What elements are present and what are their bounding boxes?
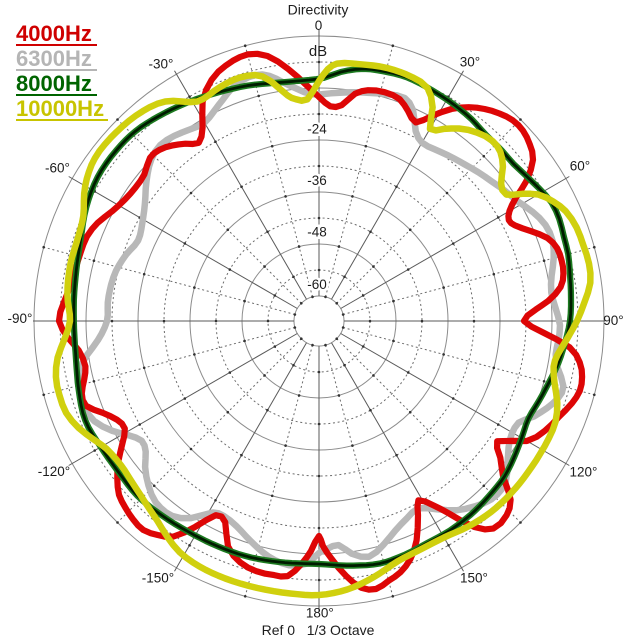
svg-text:Directivity: Directivity xyxy=(288,2,349,18)
svg-text:120°: 120° xyxy=(570,465,598,480)
svg-text:-36: -36 xyxy=(307,173,327,188)
svg-text:-60°: -60° xyxy=(45,161,70,176)
svg-text:60°: 60° xyxy=(570,159,590,174)
svg-text:-90°: -90° xyxy=(8,311,33,326)
svg-text:30°: 30° xyxy=(460,55,480,70)
svg-text:Ref 0 1/3 Octave: Ref 0 1/3 Octave xyxy=(262,622,375,638)
svg-text:180°: 180° xyxy=(306,606,334,621)
svg-text:dB: dB xyxy=(309,43,327,60)
svg-text:-150°: -150° xyxy=(142,571,174,586)
svg-text:-24: -24 xyxy=(307,122,327,137)
svg-text:-120°: -120° xyxy=(38,464,70,479)
svg-text:-48: -48 xyxy=(307,225,327,240)
svg-text:150°: 150° xyxy=(460,571,488,586)
svg-text:0: 0 xyxy=(315,18,323,33)
svg-text:90°: 90° xyxy=(603,313,623,328)
svg-text:-30°: -30° xyxy=(149,57,174,72)
svg-text:-60: -60 xyxy=(307,277,327,292)
